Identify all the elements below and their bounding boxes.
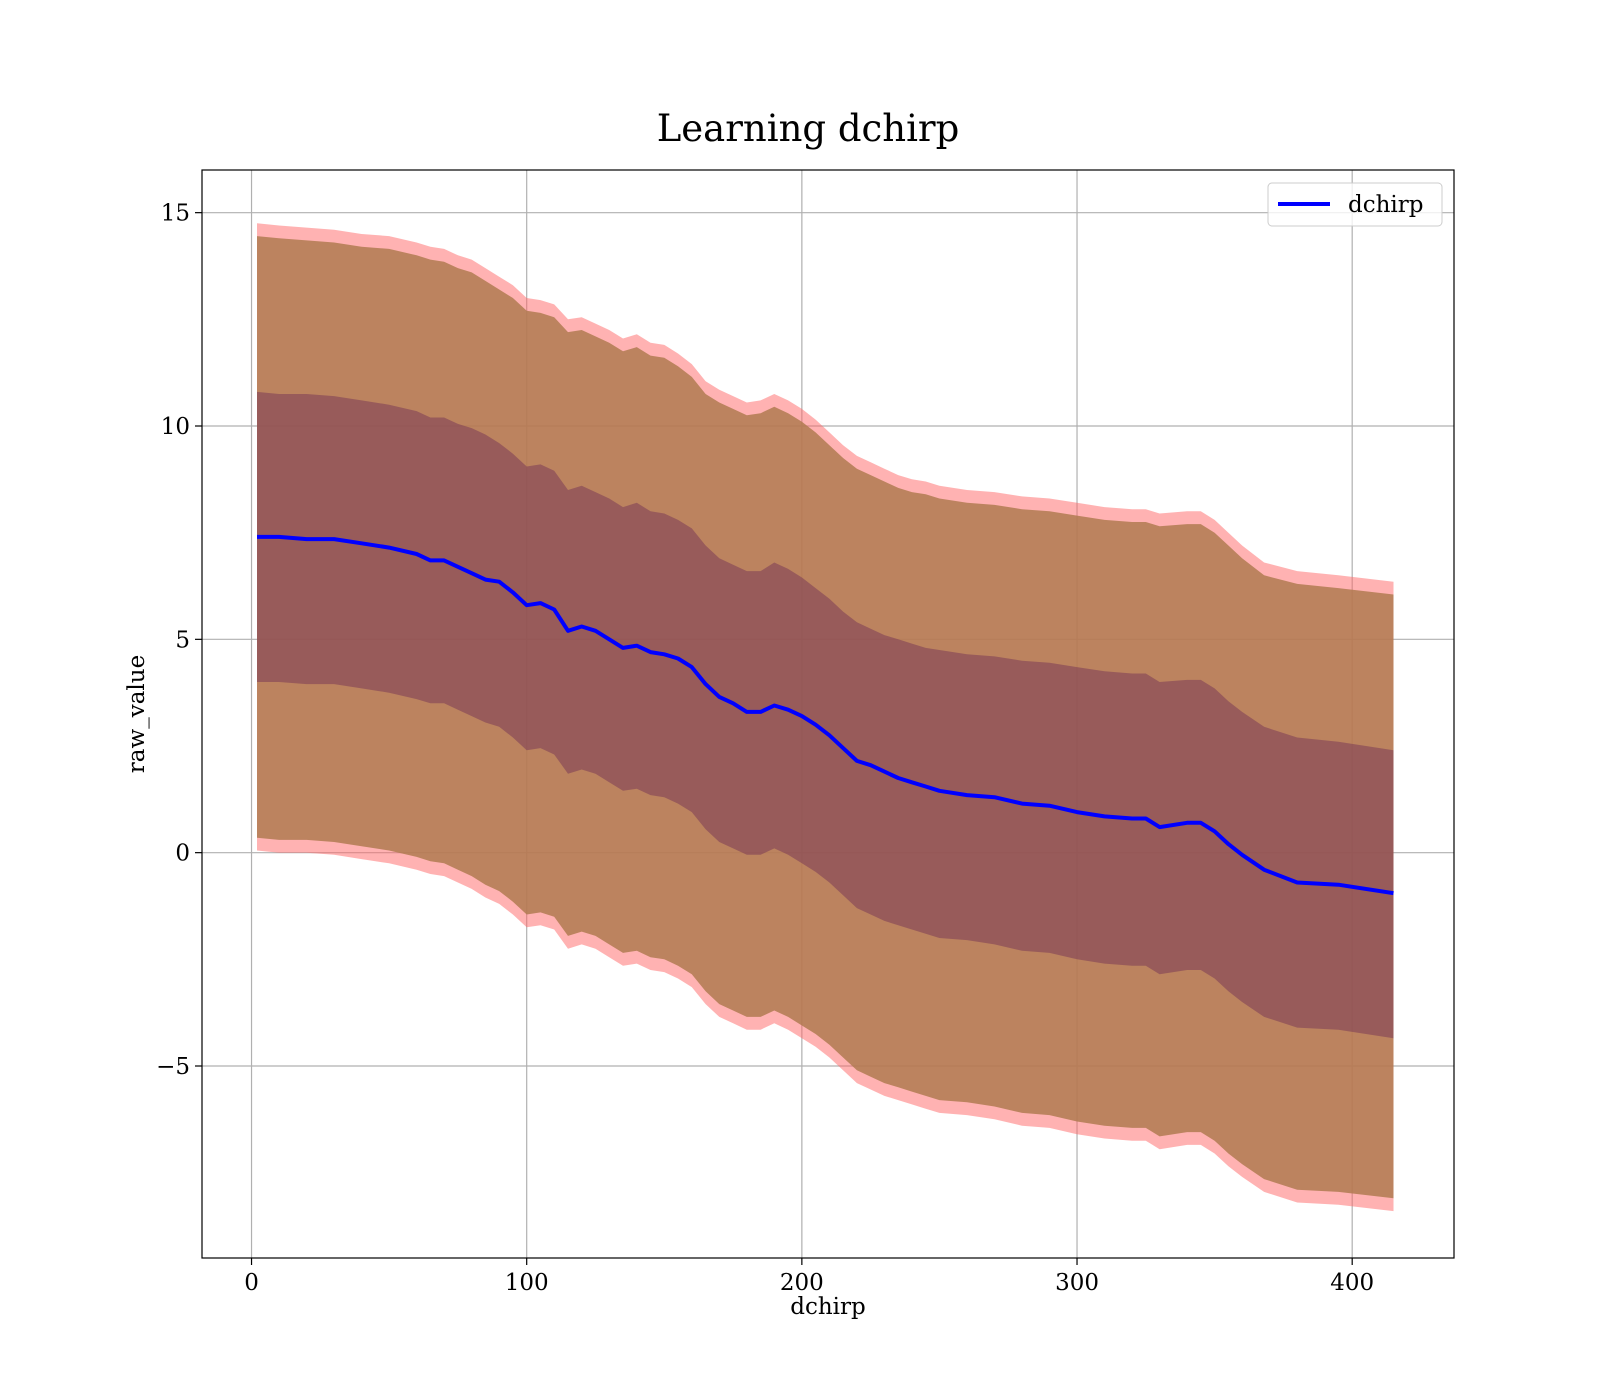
y-tick-label-2: 5 (175, 627, 190, 653)
y-tick-label-3: 10 (161, 414, 190, 440)
chart-title: Learning dchirp (657, 107, 960, 150)
x-tick-label-3: 300 (1055, 1270, 1099, 1296)
x-axis-ticks: 0 100 200 300 400 (244, 1258, 1374, 1296)
y-axis-ticks: −5 0 5 10 15 (156, 201, 202, 1080)
y-tick-label-0: −5 (156, 1054, 190, 1080)
legend-label-dchirp: dchirp (1348, 192, 1424, 218)
y-axis-label: raw_value (124, 655, 150, 773)
x-tick-label-4: 400 (1330, 1270, 1374, 1296)
y-tick-label-4: 15 (161, 201, 190, 227)
x-tick-label-1: 100 (505, 1270, 549, 1296)
legend: dchirp (1267, 182, 1443, 227)
x-tick-label-0: 0 (244, 1270, 259, 1296)
x-tick-label-2: 200 (780, 1270, 824, 1296)
bands (257, 223, 1394, 1212)
series-line-dchirp (257, 534, 1394, 896)
y-tick-label-1: 0 (175, 841, 190, 867)
x-axis-label: dchirp (790, 1294, 866, 1320)
inner-band (257, 391, 1394, 1039)
legend-box (1267, 182, 1443, 227)
series-lines (257, 534, 1394, 896)
plot-frame (201, 169, 1455, 1259)
